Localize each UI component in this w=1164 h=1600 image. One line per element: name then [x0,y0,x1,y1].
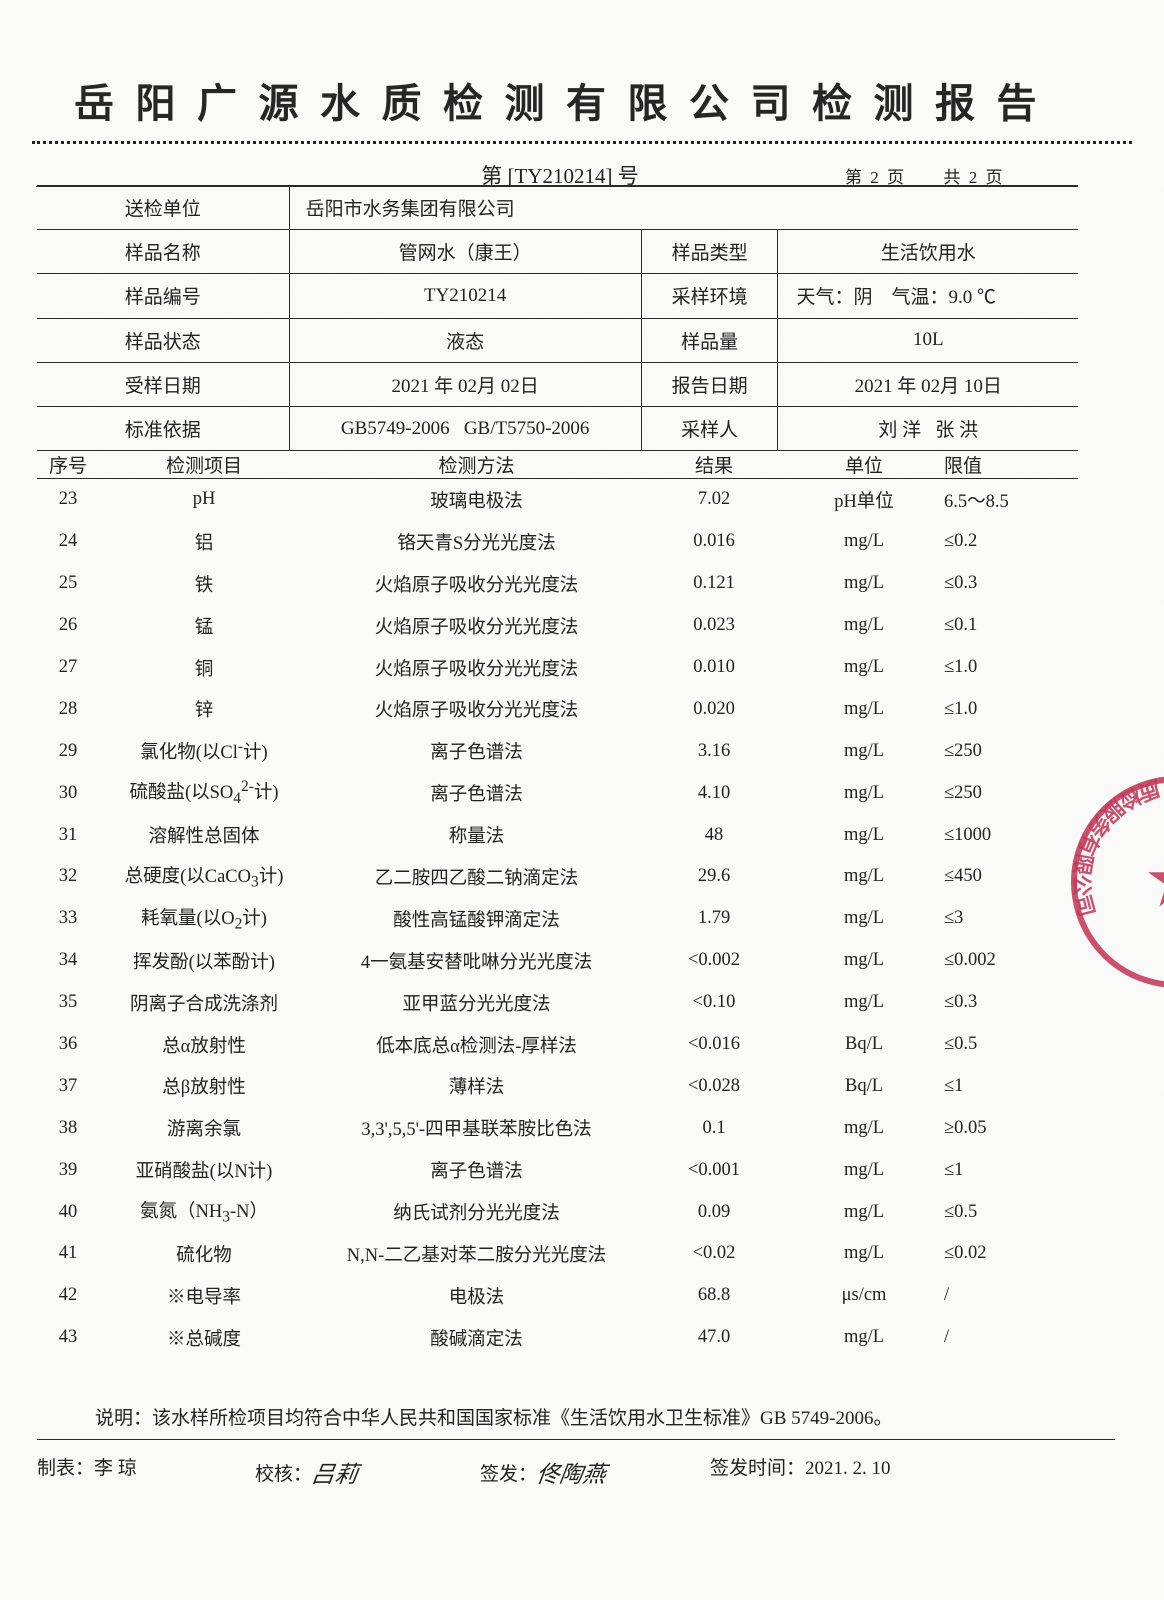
svg-text:质检服务有限公司: 质检服务有限公司 [1069,775,1164,920]
